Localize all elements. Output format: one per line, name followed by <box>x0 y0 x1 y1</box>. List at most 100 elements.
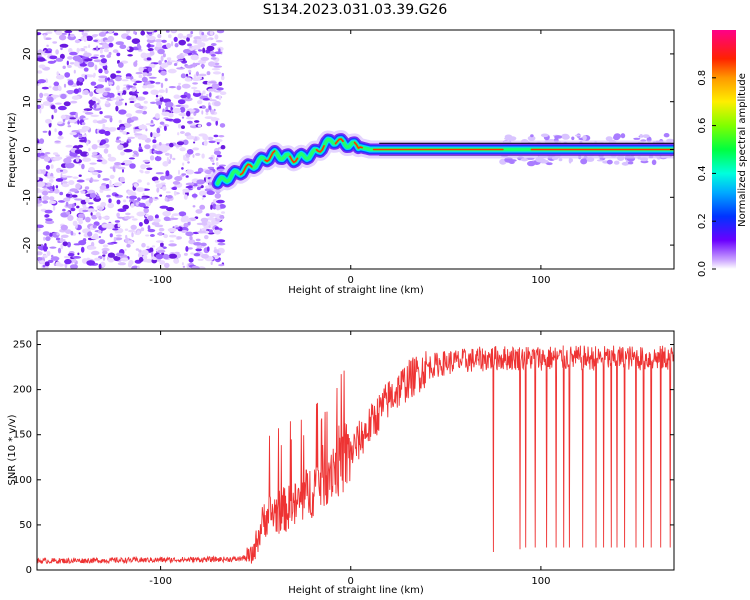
noise-blob <box>193 253 201 257</box>
noise-blob <box>135 109 144 114</box>
noise-blob <box>185 219 192 222</box>
noise-blob <box>212 85 217 90</box>
noise-blob <box>51 114 54 120</box>
noise-blob <box>38 195 42 201</box>
noise-blob <box>90 212 93 216</box>
noise-blob <box>108 51 112 56</box>
noise-blob <box>135 71 143 75</box>
noise-blob <box>174 176 183 182</box>
noise-blob <box>158 60 162 65</box>
noise-blob <box>125 212 131 216</box>
noise-blob <box>215 157 219 161</box>
noise-blob <box>179 131 185 134</box>
noise-blob <box>215 218 221 222</box>
noise-blob <box>47 190 54 194</box>
noise-blob <box>163 125 167 131</box>
noise-blob <box>78 232 81 235</box>
noise-blob <box>164 59 167 63</box>
noise-blob <box>58 84 61 90</box>
noise-blob <box>208 105 212 110</box>
noise-blob <box>112 166 116 172</box>
noise-blob <box>176 59 184 62</box>
noise-blob <box>216 30 225 34</box>
noise-blob <box>639 134 643 138</box>
snr-frame <box>36 330 675 571</box>
noise-blob <box>64 72 71 78</box>
noise-blob <box>87 61 95 68</box>
noise-blob <box>82 61 86 66</box>
noise-blob <box>186 135 195 140</box>
noise-blob <box>205 108 209 113</box>
noise-blob <box>52 205 56 211</box>
noise-blob <box>138 257 144 262</box>
noise-blob <box>37 104 41 109</box>
noise-blob <box>136 187 145 193</box>
noise-blob <box>174 144 183 147</box>
noise-blob <box>169 60 177 63</box>
noise-blob <box>42 188 50 192</box>
noise-blob <box>197 100 203 105</box>
noise-blob <box>86 260 96 266</box>
noise-blob <box>120 257 129 262</box>
noise-blob <box>132 150 138 154</box>
noise-blob <box>109 174 115 179</box>
noise-blob <box>168 234 177 238</box>
noise-blob <box>147 225 151 231</box>
noise-blob <box>540 133 549 138</box>
noise-blob <box>73 61 80 67</box>
noise-blob <box>213 65 223 68</box>
noise-blob <box>42 32 48 36</box>
noise-blob <box>181 83 191 89</box>
noise-blob <box>189 236 193 241</box>
noise-blob <box>95 209 98 212</box>
noise-blob <box>120 92 123 97</box>
noise-blob <box>197 167 204 173</box>
noise-blob <box>118 109 127 115</box>
noise-blob <box>122 168 124 173</box>
noise-blob <box>166 156 169 163</box>
noise-blob <box>173 94 181 99</box>
noise-blob <box>41 86 49 90</box>
noise-blob <box>78 134 83 139</box>
noise-blob <box>130 203 135 208</box>
noise-blob <box>86 152 89 156</box>
noise-blob <box>187 120 193 124</box>
noise-blob <box>131 78 137 82</box>
noise-blob <box>63 157 72 164</box>
noise-blob <box>201 153 205 159</box>
noise-blob <box>107 153 112 158</box>
noise-blob <box>191 265 200 269</box>
noise-blob <box>83 89 89 96</box>
noise-blob <box>202 195 206 198</box>
noise-blob <box>167 227 177 232</box>
noise-blob <box>79 139 86 143</box>
noise-blob <box>633 137 641 140</box>
noise-blob <box>141 249 149 256</box>
noise-blob <box>70 230 74 236</box>
noise-blob <box>216 154 222 158</box>
noise-blob <box>137 42 141 49</box>
noise-blob <box>109 233 113 238</box>
noise-blob <box>83 46 88 49</box>
noise-blob <box>108 198 112 203</box>
noise-blob <box>91 144 98 150</box>
noise-blob <box>113 237 117 243</box>
noise-blob <box>546 162 553 166</box>
noise-blob <box>215 40 223 43</box>
noise-blob <box>580 158 588 165</box>
noise-blob <box>45 218 53 222</box>
noise-blob <box>663 133 670 138</box>
noise-blob <box>112 49 119 54</box>
noise-blob <box>170 106 174 111</box>
noise-blob <box>57 247 62 254</box>
noise-blob <box>65 229 72 235</box>
noise-blob <box>114 162 122 166</box>
y-tick-label: 100 <box>13 475 32 486</box>
noise-blob <box>91 96 97 102</box>
noise-blob <box>201 253 209 259</box>
noise-blob <box>107 257 115 263</box>
noise-blob <box>206 190 215 195</box>
noise-blob <box>212 162 215 165</box>
noise-blob <box>66 156 75 159</box>
